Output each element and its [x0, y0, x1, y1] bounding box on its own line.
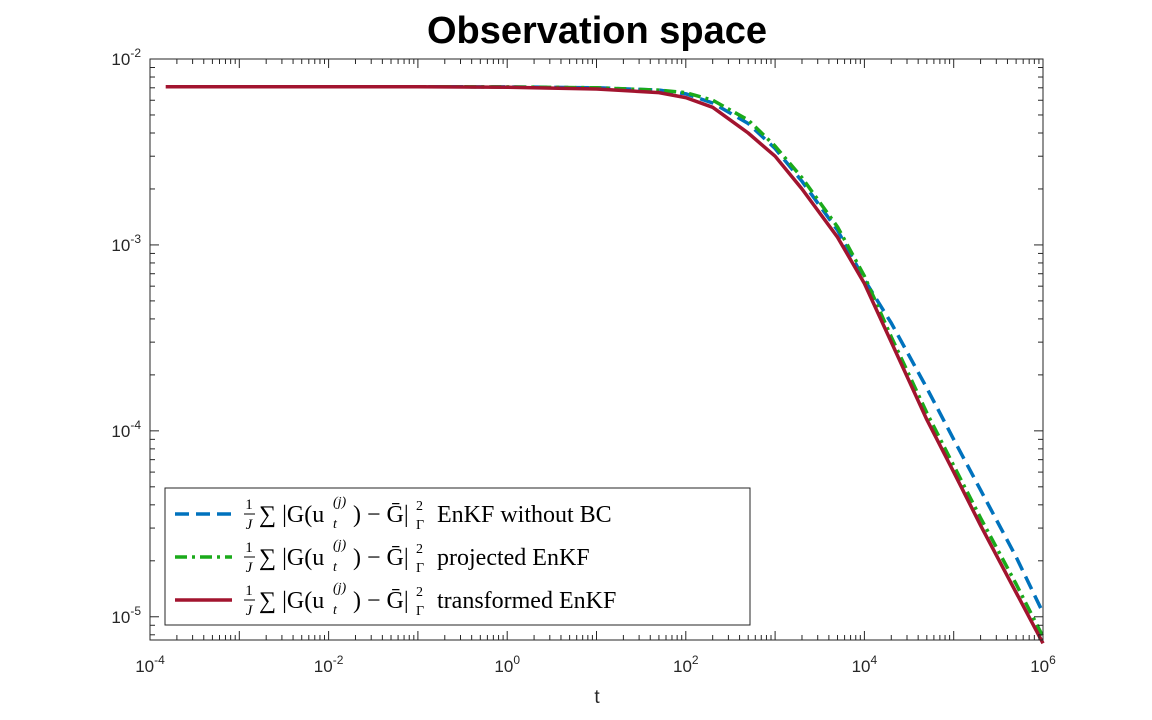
- legend-entry-1: 1 J ∑ |G(u t (j) ) − Ḡ| 2 Γ EnKF without BC: [175, 495, 612, 533]
- svg-text:) − Ḡ|: ) − Ḡ|: [353, 502, 409, 528]
- svg-text:Γ: Γ: [416, 518, 424, 533]
- svg-text:Γ: Γ: [416, 561, 424, 576]
- svg-text:J: J: [246, 517, 254, 533]
- svg-text:) − Ḡ|: ) − Ḡ|: [353, 588, 409, 614]
- y-tick-label: 10-3: [111, 232, 141, 255]
- legend-label: projected EnKF: [437, 545, 590, 571]
- series-line-3: [165, 84, 1045, 645]
- svg-text:2: 2: [416, 542, 423, 557]
- svg-text:J: J: [246, 603, 254, 619]
- legend-entry-3: 1 J ∑ |G(u t (j) ) − Ḡ| 2 Γ transformed EnKF: [175, 581, 616, 619]
- svg-text:∑ |G(u: ∑ |G(u: [259, 502, 324, 528]
- legend-formula: 1 J ∑ |G(u t (j) ) − Ḡ| 2 Γ: [244, 495, 424, 533]
- legend-label: transformed EnKF: [437, 588, 616, 614]
- x-axis-label: t: [594, 687, 600, 708]
- svg-text:∑ |G(u: ∑ |G(u: [259, 588, 324, 614]
- svg-text:J: J: [246, 560, 254, 576]
- svg-text:∑ |G(u: ∑ |G(u: [259, 545, 324, 571]
- x-tick-label: 100: [494, 653, 520, 676]
- tick-layer: [149, 58, 1044, 640]
- svg-text:1: 1: [245, 497, 253, 513]
- svg-text:t: t: [333, 517, 338, 532]
- legend-label: EnKF without BC: [437, 502, 612, 528]
- legend-entries: 1 J ∑ |G(u t (j) ) − Ḡ| 2 Γ EnKF without BC 1 J ∑ |…: [175, 495, 616, 619]
- legend-entry-2: 1 J ∑ |G(u t (j) ) − Ḡ| 2 Γ projected EnKF: [175, 538, 590, 576]
- legend-box: [164, 487, 751, 626]
- x-tick-label: 102: [673, 653, 699, 676]
- svg-text:) − Ḡ|: ) − Ḡ|: [353, 545, 409, 571]
- svg-text:t: t: [333, 603, 338, 618]
- chart-title: Observation space: [427, 10, 767, 52]
- y-tick-label: 10-5: [111, 604, 141, 627]
- x-tick-labels: 10-4 10-2 100 102 104 106: [135, 653, 1056, 676]
- x-tick-label: 10-4: [135, 653, 165, 676]
- svg-text:2: 2: [416, 499, 423, 514]
- svg-text:(j): (j): [333, 495, 347, 510]
- svg-text:Γ: Γ: [416, 604, 424, 619]
- y-tick-labels: 10-5 10-4 10-3 10-2: [111, 46, 141, 627]
- x-tick-label: 106: [1030, 653, 1056, 676]
- svg-text:2: 2: [416, 585, 423, 600]
- legend-formula: 1 J ∑ |G(u t (j) ) − Ḡ| 2 Γ: [244, 581, 424, 619]
- y-tick-label: 10-4: [111, 418, 141, 441]
- svg-text:1: 1: [245, 583, 253, 599]
- y-tick-label: 10-2: [111, 46, 141, 69]
- x-tick-label: 104: [852, 653, 878, 676]
- svg-text:t: t: [333, 560, 338, 575]
- svg-text:(j): (j): [333, 538, 347, 553]
- legend-formula: 1 J ∑ |G(u t (j) ) − Ḡ| 2 Γ: [244, 538, 424, 576]
- x-tick-label: 10-2: [314, 653, 344, 676]
- series-layer: [165, 84, 1045, 645]
- svg-text:(j): (j): [333, 581, 347, 596]
- svg-text:1: 1: [245, 540, 253, 556]
- legend: 1 J ∑ |G(u t (j) ) − Ḡ| 2 Γ EnKF without BC 1 J ∑ |…: [164, 487, 751, 626]
